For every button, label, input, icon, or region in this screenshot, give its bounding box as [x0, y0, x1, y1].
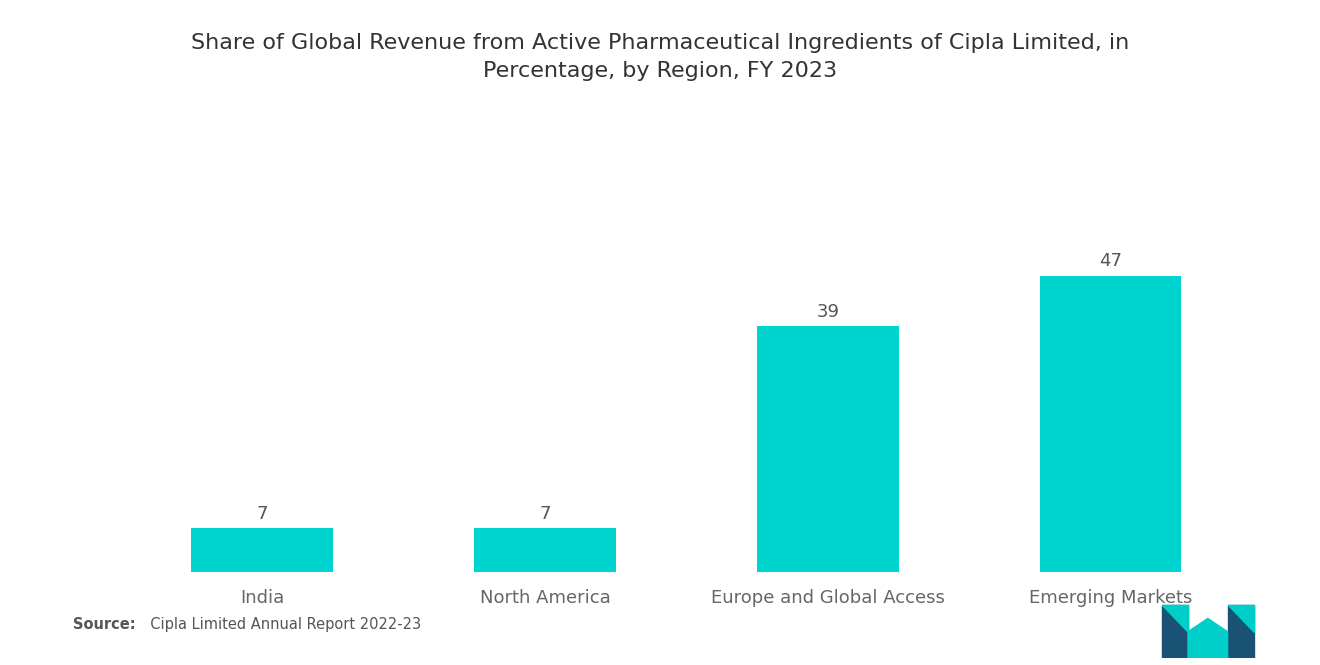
Polygon shape	[1162, 605, 1188, 658]
Text: 7: 7	[256, 505, 268, 523]
Bar	[191, 528, 333, 572]
Polygon shape	[1188, 618, 1228, 658]
Text: Source:: Source:	[73, 616, 135, 632]
Text: 47: 47	[1100, 253, 1122, 271]
Bar	[758, 326, 899, 572]
Bar	[1040, 275, 1181, 572]
Text: 7: 7	[540, 505, 550, 523]
Bar	[474, 528, 615, 572]
Polygon shape	[1228, 605, 1254, 658]
Text: Share of Global Revenue from Active Pharmaceutical Ingredients of Cipla Limited,: Share of Global Revenue from Active Phar…	[191, 33, 1129, 81]
Text: 39: 39	[816, 303, 840, 321]
Text: Cipla Limited Annual Report 2022-23: Cipla Limited Annual Report 2022-23	[141, 616, 421, 632]
Polygon shape	[1228, 605, 1254, 632]
Polygon shape	[1162, 605, 1188, 632]
